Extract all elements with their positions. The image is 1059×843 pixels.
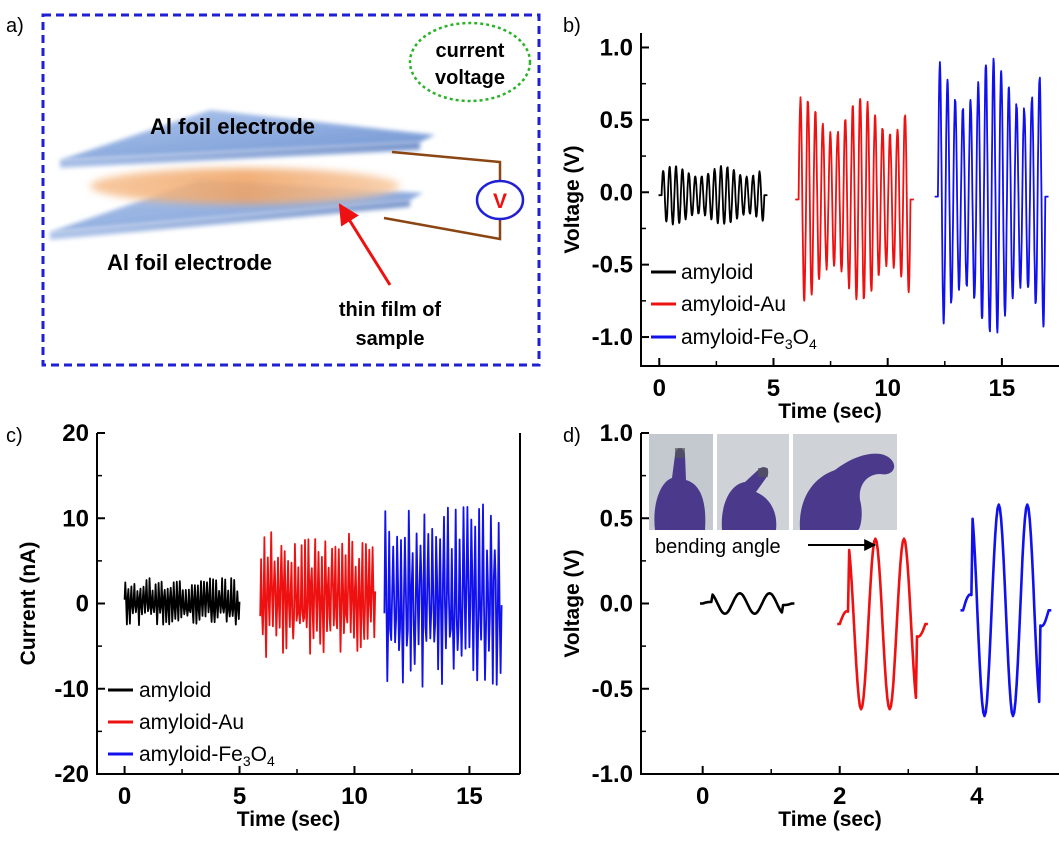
y-tick-label: -1.0 bbox=[592, 324, 633, 351]
panel-label-d: d) bbox=[563, 425, 581, 447]
x-tick-label: 10 bbox=[874, 375, 901, 402]
y-tick-label: -20 bbox=[54, 761, 89, 788]
output-bubble: current voltage bbox=[408, 21, 532, 103]
x-axis-label: Time (sec) bbox=[237, 808, 341, 831]
y-tick-label: 0 bbox=[76, 591, 89, 618]
dashed-border bbox=[41, 13, 541, 367]
series-line-amyloid-fe3o4 bbox=[960, 503, 1052, 718]
voltmeter-label: V bbox=[493, 190, 507, 213]
series-line-amyloid bbox=[658, 165, 768, 226]
bending-photo-inset: bending angle bbox=[649, 434, 897, 558]
y-tick-label: 0.5 bbox=[600, 107, 633, 134]
photo-3 bbox=[793, 434, 897, 530]
series-line-amyloid bbox=[700, 592, 795, 615]
legend-label-amyloid-fe3o4: amyloid-Fe3O4 bbox=[681, 326, 817, 352]
photo-2 bbox=[717, 434, 789, 530]
series-line-amyloid bbox=[123, 577, 241, 626]
photo-1 bbox=[649, 434, 713, 530]
y-tick-label: 0.5 bbox=[600, 505, 633, 532]
x-tick-label: 5 bbox=[233, 783, 246, 810]
y-axis-label: Voltage (V) bbox=[561, 145, 584, 253]
panel-label-a: a) bbox=[6, 15, 24, 37]
film-arrow bbox=[338, 203, 392, 286]
legend-c: amyloid amyloid-Au amyloid-Fe3O4 bbox=[108, 679, 275, 769]
y-tick-label: 20 bbox=[62, 420, 89, 447]
x-tick-label: 10 bbox=[341, 783, 368, 810]
series-line-amyloid-fe3o4 bbox=[934, 57, 1049, 334]
y-axis-label: Voltage (V) bbox=[561, 549, 584, 657]
y-tick-label: 10 bbox=[62, 505, 89, 532]
y-axis-label: Current (nA) bbox=[17, 542, 40, 666]
panel-b: b) -1.0 -0.5 0.0 0.5 1.0 0 5 10 15 Time (sec) Volt… bbox=[561, 15, 1059, 423]
x-tick-label: 15 bbox=[456, 783, 483, 810]
y-tick-label: 0.0 bbox=[600, 591, 633, 618]
y-tick-label: -0.5 bbox=[592, 252, 633, 279]
bubble-line-1: current bbox=[436, 40, 505, 62]
x-tick-label: 2 bbox=[833, 783, 846, 810]
legend-label-amyloid-au: amyloid-Au bbox=[139, 711, 244, 734]
y-tick-label: 1.0 bbox=[600, 34, 633, 61]
y-tick-label: -0.5 bbox=[592, 676, 633, 703]
legend-label-amyloid: amyloid bbox=[139, 679, 211, 702]
x-tick-label: 0 bbox=[653, 375, 666, 402]
y-tick-label: 1.0 bbox=[600, 420, 633, 447]
panel-a: a) Al foil electrode Al foil electrode V… bbox=[6, 13, 541, 367]
x-axis-label: Time (sec) bbox=[778, 400, 882, 423]
series-line-amyloid-au bbox=[795, 96, 914, 302]
x-axis-label: Time (sec) bbox=[778, 808, 882, 831]
thin-film-label-2: sample bbox=[356, 328, 425, 350]
voltmeter: V bbox=[475, 179, 525, 221]
thin-film-label-1: thin film of bbox=[339, 299, 442, 321]
panel-d: d) -1.0 -0.5 0.0 0.5 1.0 0 2 4 Time (sec) Voltage… bbox=[561, 420, 1059, 831]
chart-b: -1.0 -0.5 0.0 0.5 1.0 0 5 10 15 Time (sec) Voltage… bbox=[561, 33, 1059, 423]
legend-label-amyloid: amyloid bbox=[681, 261, 753, 284]
x-tick-label: 15 bbox=[989, 375, 1016, 402]
y-tick-label: -10 bbox=[54, 676, 89, 703]
legend-b: amyloid amyloid-Au amyloid-Fe3O4 bbox=[651, 261, 817, 352]
panel-label-b: b) bbox=[563, 15, 581, 37]
series-line-amyloid-fe3o4 bbox=[383, 503, 503, 688]
chart-c: -20 -10 0 10 20 0 5 10 15 Time (sec) Current (nA) bbox=[17, 420, 521, 831]
panel-label-c: c) bbox=[6, 425, 23, 447]
legend-label-amyloid-fe3o4: amyloid-Fe3O4 bbox=[139, 743, 275, 769]
top-electrode bbox=[60, 110, 435, 168]
x-tick-label: 0 bbox=[696, 783, 709, 810]
x-tick-label: 0 bbox=[118, 783, 131, 810]
series-line-amyloid-au bbox=[837, 537, 928, 711]
top-electrode-label: Al foil electrode bbox=[150, 114, 315, 139]
axes-frame bbox=[640, 33, 1059, 367]
x-tick-label: 4 bbox=[970, 783, 984, 810]
panel-c: c) -20 -10 0 10 20 0 5 10 15 Time (sec) Current (n… bbox=[6, 420, 521, 831]
series-line-amyloid-au bbox=[259, 531, 377, 658]
x-tick-label: 5 bbox=[767, 375, 780, 402]
top-wire bbox=[391, 150, 502, 182]
legend-label-amyloid-au: amyloid-Au bbox=[681, 293, 786, 316]
bottom-wire bbox=[383, 216, 502, 241]
y-tick-label: -1.0 bbox=[592, 761, 633, 788]
bubble-line-2: voltage bbox=[435, 67, 505, 89]
bending-angle-caption: bending angle bbox=[655, 536, 781, 558]
sample-film bbox=[90, 168, 400, 204]
chart-d: -1.0 -0.5 0.0 0.5 1.0 0 2 4 Time (sec) Voltage (V… bbox=[561, 420, 1059, 831]
y-tick-label: 0.0 bbox=[600, 179, 633, 206]
bottom-electrode-label: Al foil electrode bbox=[107, 250, 272, 275]
